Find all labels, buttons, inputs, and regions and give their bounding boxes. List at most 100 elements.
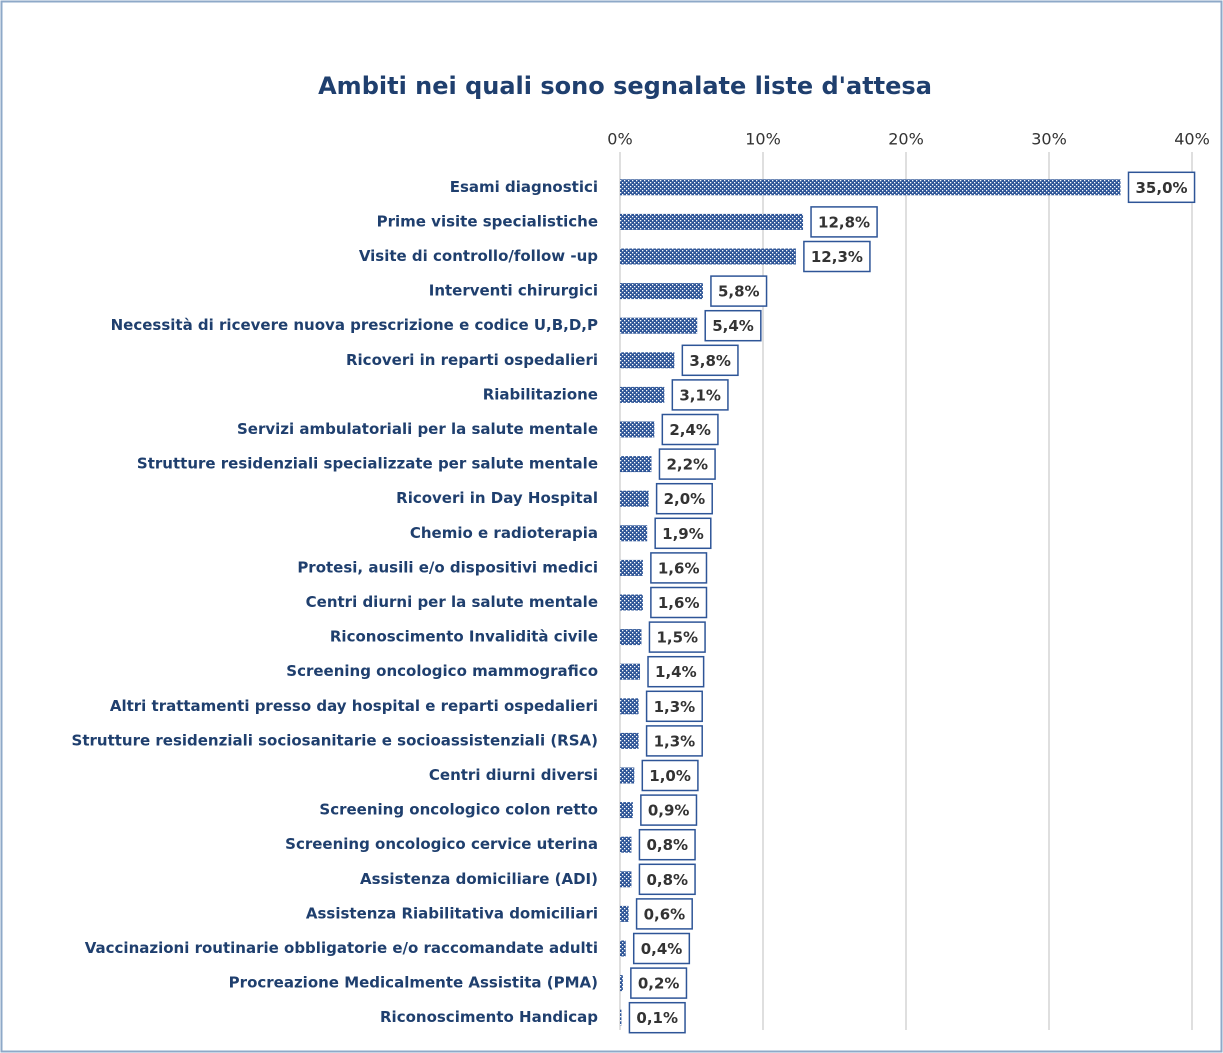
value-label: 0,4% <box>641 940 683 958</box>
bar <box>620 283 703 300</box>
category-label: Esami diagnostici <box>450 178 598 196</box>
value-label: 1,3% <box>654 732 696 750</box>
value-label: 1,0% <box>649 767 691 785</box>
value-label: 3,1% <box>679 386 721 404</box>
value-label-box <box>647 655 705 688</box>
value-label: 1,4% <box>655 663 697 681</box>
value-label-box <box>630 967 688 999</box>
value-label-box <box>681 344 739 377</box>
value-label: 12,8% <box>818 213 870 231</box>
value-label: 0,1% <box>636 1009 678 1027</box>
category-label: Necessità di ricevere nuova prescrizione… <box>111 316 598 334</box>
value-label: 35,0% <box>1136 179 1188 197</box>
value-label-box <box>640 794 698 826</box>
x-tick-label: 30% <box>1031 130 1067 149</box>
value-label: 1,5% <box>656 629 698 647</box>
category-label: Riconoscimento Invalidità civile <box>330 628 598 646</box>
bar <box>620 179 1121 196</box>
value-label: 0,2% <box>638 975 680 993</box>
value-label: 12,3% <box>811 248 863 266</box>
category-label: Riabilitazione <box>483 385 598 403</box>
bar <box>620 594 643 611</box>
value-label: 2,2% <box>666 456 708 474</box>
value-label: 3,8% <box>689 352 731 370</box>
category-label: Strutture residenziali specializzate per… <box>137 455 598 473</box>
value-label: 1,9% <box>662 525 704 543</box>
bar <box>620 386 665 403</box>
bar <box>620 802 633 819</box>
category-label: Prime visite specialistiche <box>377 212 598 230</box>
category-label: Strutture residenziali sociosanitarie e … <box>72 731 598 749</box>
value-label-box <box>632 932 691 965</box>
category-label: Screening oncologico mammografico <box>286 662 598 680</box>
category-label: Screening oncologico cervice uterina <box>285 835 598 853</box>
category-label: Visite di controllo/follow -up <box>359 247 598 265</box>
bar <box>620 352 675 369</box>
value-label-box <box>710 275 768 307</box>
bar <box>620 871 632 888</box>
value-label: 1,3% <box>654 698 696 716</box>
value-label-box <box>650 552 708 584</box>
value-label-box <box>645 690 703 723</box>
bar <box>620 525 648 542</box>
value-label-box <box>648 621 706 653</box>
x-tick-label: 0% <box>607 130 632 149</box>
value-label-box <box>641 759 699 792</box>
category-label: Servizi ambulatoriali per la salute ment… <box>237 420 598 438</box>
bar <box>620 663 641 680</box>
category-label: Protesi, ausili e/o dispositivi medici <box>297 558 598 576</box>
bar <box>620 1009 622 1026</box>
category-label: Interventi chirurgici <box>429 282 598 300</box>
x-tick-label: 40% <box>1174 130 1210 149</box>
value-label-box <box>661 413 719 446</box>
value-label-box <box>628 1001 686 1034</box>
value-label: 0,6% <box>644 905 686 923</box>
x-tick-label: 20% <box>888 130 924 149</box>
bar <box>620 698 639 715</box>
value-label-box <box>1127 171 1196 204</box>
value-label-box <box>638 828 696 861</box>
value-label-box <box>635 898 693 930</box>
chart-title: Ambiti nei quali sono segnalate liste d'… <box>318 72 932 100</box>
category-label: Ricoveri in reparti ospedalieri <box>346 351 598 369</box>
bar <box>620 940 626 957</box>
value-label-box <box>704 309 762 342</box>
value-label-box <box>803 240 871 273</box>
value-label: 5,8% <box>718 283 760 301</box>
category-label: Riconoscimento Handicap <box>380 1008 598 1026</box>
value-label-box <box>655 482 713 515</box>
category-label: Assistenza Riabilitativa domiciliari <box>306 904 598 922</box>
value-label-box <box>638 863 696 896</box>
category-label: Assistenza domiciliare (ADI) <box>360 870 598 888</box>
bar <box>620 559 643 576</box>
x-tick-label: 10% <box>745 130 781 149</box>
value-label-box <box>810 206 878 238</box>
bar <box>620 732 639 749</box>
bar <box>620 836 632 853</box>
value-label-box <box>671 379 729 411</box>
bar <box>620 975 623 992</box>
category-label: Centri diurni per la salute mentale <box>306 593 598 611</box>
category-label: Centri diurni diversi <box>429 766 598 784</box>
category-label: Ricoveri in Day Hospital <box>396 489 598 507</box>
value-label: 0,8% <box>646 871 688 889</box>
category-label: Altri trattamenti presso day hospital e … <box>110 697 598 715</box>
value-label: 1,6% <box>658 594 700 612</box>
value-label: 0,9% <box>648 802 690 820</box>
value-label: 0,8% <box>646 836 688 854</box>
bar <box>620 213 804 230</box>
value-label-box <box>650 586 708 619</box>
value-label: 5,4% <box>712 317 754 335</box>
bar <box>620 421 655 438</box>
value-label-box <box>645 725 703 757</box>
category-label: Procreazione Medicalmente Assistita (PMA… <box>229 974 598 992</box>
bar <box>620 317 698 334</box>
bar <box>620 456 652 473</box>
bar <box>620 248 796 265</box>
value-label: 2,4% <box>669 421 711 439</box>
value-label: 2,0% <box>664 490 706 508</box>
value-label-box <box>658 448 716 480</box>
bar <box>620 905 629 922</box>
